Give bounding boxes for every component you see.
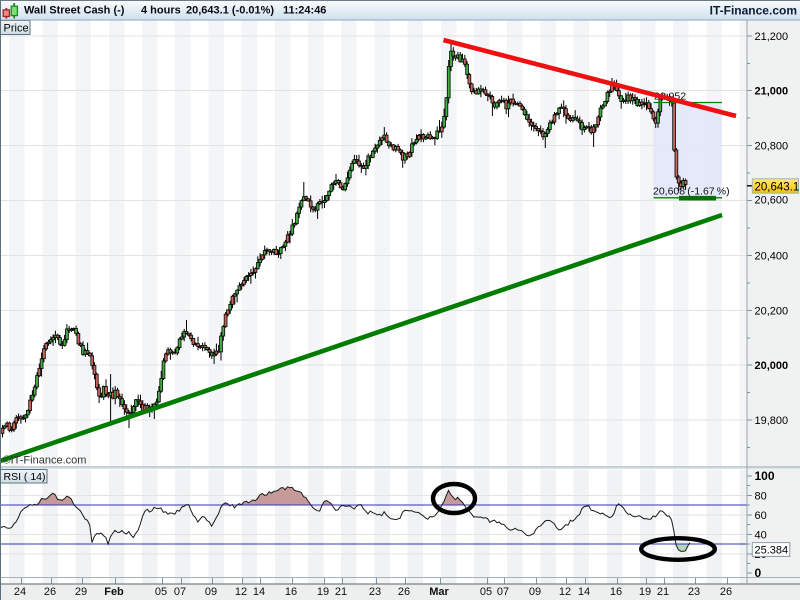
svg-text:23: 23	[369, 586, 381, 598]
svg-text:11:24:46: 11:24:46	[283, 5, 326, 17]
svg-text:60: 60	[755, 510, 767, 522]
svg-text:20,000: 20,000	[755, 360, 789, 372]
svg-text:21,200: 21,200	[755, 31, 789, 43]
svg-text:21: 21	[657, 586, 669, 598]
svg-text:19: 19	[317, 586, 329, 598]
svg-text:Feb: Feb	[104, 586, 124, 598]
svg-text:12: 12	[235, 586, 247, 598]
svg-text:16: 16	[285, 586, 297, 598]
svg-text:21: 21	[335, 586, 347, 598]
svg-text:26: 26	[398, 586, 410, 598]
svg-text:40: 40	[755, 529, 767, 541]
svg-text:09: 09	[205, 586, 217, 598]
svg-text:20,643.1: 20,643.1	[755, 181, 800, 193]
svg-text:07: 07	[497, 586, 509, 598]
svg-text:20,800: 20,800	[755, 141, 789, 153]
svg-text:Price: Price	[4, 23, 29, 35]
svg-text:07: 07	[174, 586, 186, 598]
svg-text:25.384: 25.384	[755, 544, 789, 556]
svg-text:80: 80	[755, 490, 767, 502]
svg-text:4 hours: 4 hours	[141, 5, 181, 17]
svg-text:12: 12	[559, 586, 571, 598]
svg-text:23: 23	[688, 586, 700, 598]
svg-text:©IT-Finance.com: ©IT-Finance.com	[3, 455, 87, 467]
svg-text:14: 14	[253, 586, 265, 598]
svg-text:26: 26	[44, 586, 56, 598]
svg-text:21,000: 21,000	[755, 86, 789, 98]
svg-text:20,643.1 (-0.01%): 20,643.1 (-0.01%)	[186, 5, 274, 17]
svg-text:20,608 (-1.67 %): 20,608 (-1.67 %)	[653, 186, 730, 198]
svg-text:14: 14	[578, 586, 590, 598]
svg-text:19: 19	[639, 586, 651, 598]
svg-text:RSI ( 14): RSI ( 14)	[4, 471, 46, 483]
svg-text:29: 29	[75, 586, 87, 598]
svg-text:05: 05	[155, 586, 167, 598]
svg-text:IT-Finance.com: IT-Finance.com	[710, 4, 797, 18]
svg-text:05: 05	[480, 586, 492, 598]
svg-text:24: 24	[14, 586, 26, 598]
svg-text:16: 16	[610, 586, 622, 598]
svg-text:Wall Street Cash (-): Wall Street Cash (-)	[24, 5, 125, 17]
svg-text:26: 26	[720, 586, 732, 598]
svg-text:19,800: 19,800	[755, 415, 789, 427]
svg-text:0: 0	[755, 566, 762, 580]
svg-text:20,400: 20,400	[755, 250, 789, 262]
svg-text:20,600: 20,600	[755, 195, 789, 207]
svg-text:09: 09	[529, 586, 541, 598]
svg-text:20,200: 20,200	[755, 305, 789, 317]
svg-text:Mar: Mar	[429, 586, 449, 598]
svg-text:100: 100	[755, 469, 775, 483]
